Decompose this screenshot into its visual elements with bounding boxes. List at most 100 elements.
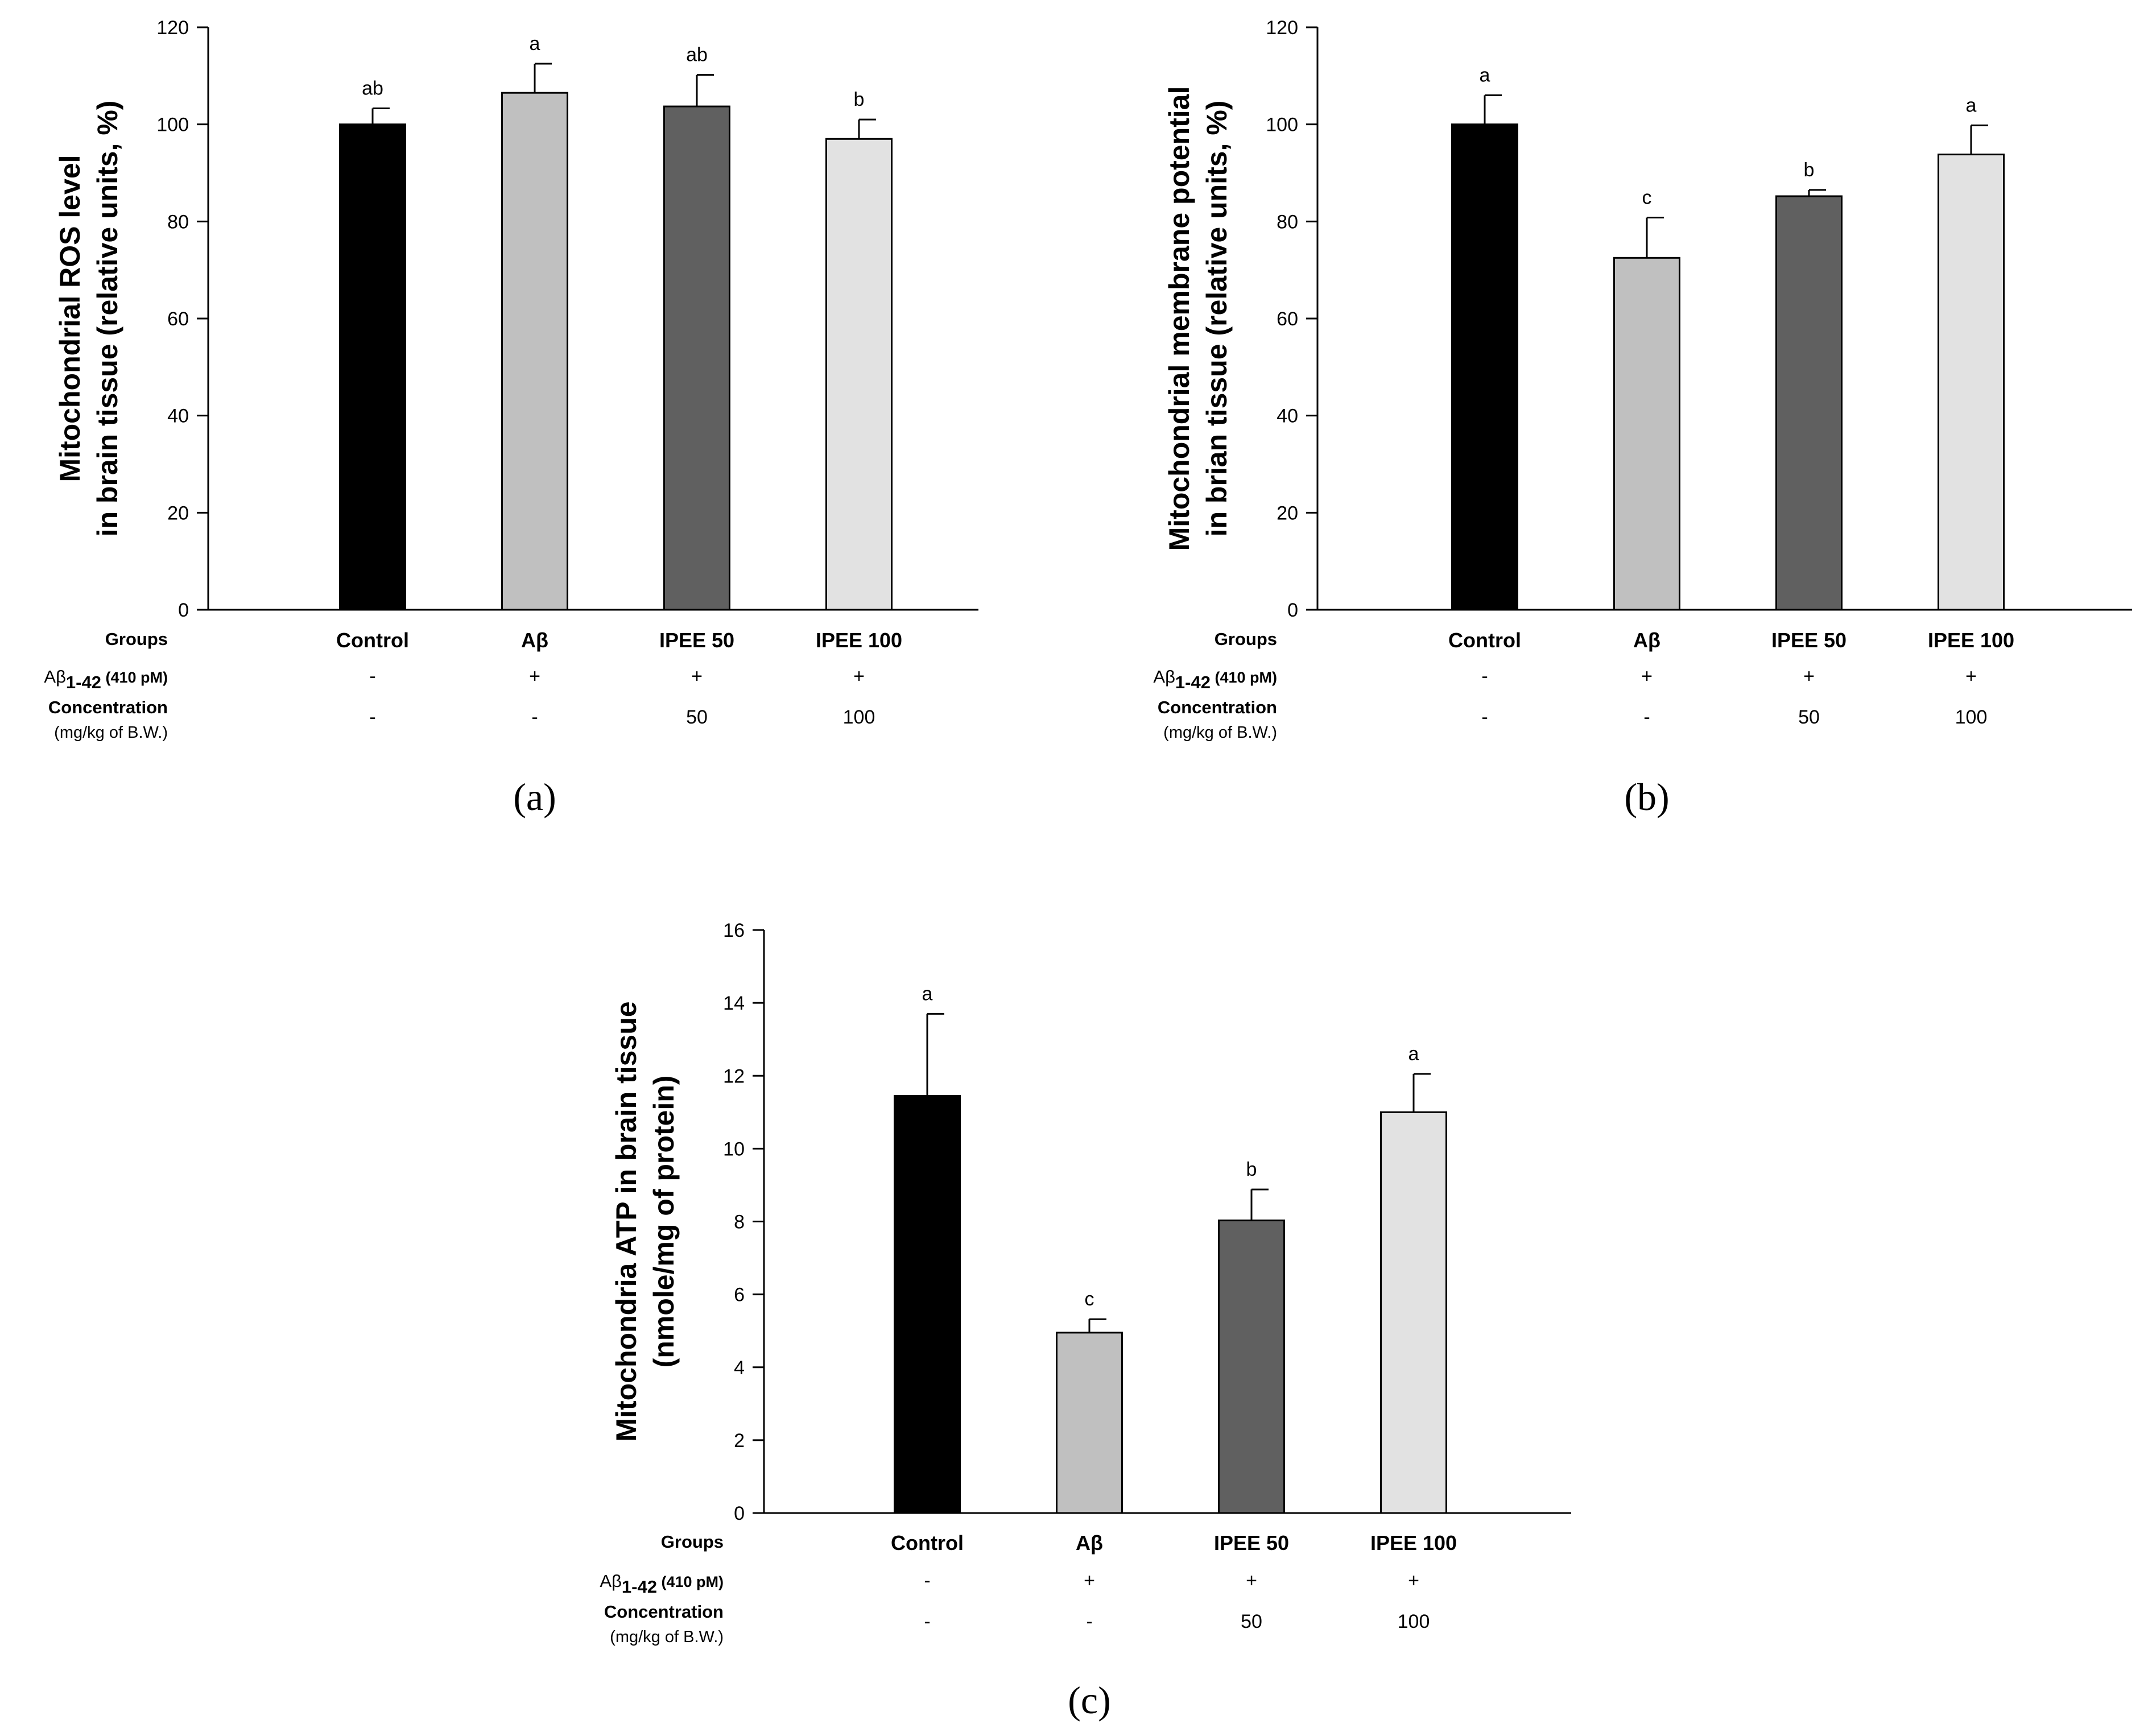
significance-label: c: [1085, 1288, 1094, 1310]
category-label: Aβ: [1633, 629, 1660, 652]
category-label: IPEE 50: [659, 629, 734, 652]
y-tick-label: 10: [723, 1138, 745, 1160]
category-label: Aβ: [521, 629, 548, 652]
concentration-value: -: [1481, 706, 1488, 728]
concentration-value: 50: [1798, 706, 1820, 728]
significance-label: b: [1246, 1159, 1257, 1180]
concentration-value: 50: [686, 706, 708, 728]
category-label: IPEE 50: [1214, 1531, 1289, 1555]
y-tick-label: 60: [1277, 308, 1298, 330]
significance-label: a: [530, 33, 540, 55]
category-label: Control: [336, 629, 409, 652]
y-tick-label: 4: [734, 1357, 745, 1379]
bar-ipee-50: [1775, 195, 1843, 611]
concentration-value: 100: [1955, 706, 1988, 728]
category-label: Control: [1448, 629, 1521, 652]
bar-ipee-50: [663, 105, 730, 611]
abeta-label-prefix: Aβ: [1153, 667, 1175, 687]
significance-label: a: [1480, 64, 1490, 86]
y-tick-label: 2: [734, 1430, 745, 1452]
abeta-row-label: Aβ1-42 (410 pM): [600, 1571, 724, 1597]
y-axis-label-line-2: (nmole/mg of protein): [648, 1076, 680, 1368]
category-label: IPEE 100: [1928, 629, 2014, 652]
abeta-value: +: [1641, 666, 1653, 687]
concentration-value: -: [369, 706, 375, 728]
y-tick-label: 40: [167, 406, 189, 427]
bar-ipee-50: [1218, 1220, 1285, 1514]
abeta-label-sub: 1-42: [1175, 672, 1211, 692]
concentration-row-label: Concentration: [1158, 697, 1277, 717]
chart-panel-b: 0 20 40 60 80 100 120 Mitochondrial membrane po…: [1153, 17, 2132, 819]
abeta-label-suffix: (410 pM): [657, 1573, 724, 1590]
y-axis-label: Mitochondria ATP in brain tissue (nmole/m…: [610, 1001, 680, 1441]
concentration-value: -: [1086, 1611, 1092, 1632]
chart-panel-a: 0 20 40 60 80 100 120 Mitochondrial ROS level in…: [44, 17, 978, 819]
concentration-value: 100: [1398, 1611, 1430, 1632]
abeta-value: +: [1803, 666, 1815, 687]
abeta-label-suffix: (410 pM): [1211, 669, 1277, 686]
significance-label: b: [854, 89, 865, 110]
y-axis-label-line-2: in brian tissue (relative units, %): [1201, 101, 1233, 537]
category-label: Control: [891, 1531, 964, 1555]
y-tick-label: 120: [1266, 17, 1298, 39]
groups-row-label: Groups: [105, 629, 168, 649]
significance-label: b: [1804, 159, 1815, 181]
bar-a-: [501, 92, 568, 611]
y-axis-label: Mitochondrial ROS level in brain tissue (…: [54, 101, 123, 537]
concentration-row-label: Concentration: [604, 1602, 724, 1622]
y-tick-label: 0: [1287, 600, 1298, 621]
y-axis-label-line-1: Mitochondrial ROS level: [54, 155, 86, 482]
abeta-label-sub: 1-42: [622, 1577, 657, 1597]
chart-panel-c: 0 2 4 6 8 10 12 14 16 Mitochondria ATP in brain t…: [600, 920, 1571, 1722]
abeta-value: +: [1408, 1570, 1419, 1592]
y-tick-label: 40: [1277, 406, 1298, 427]
abeta-label-suffix: (410 pM): [101, 669, 168, 686]
y-tick-label: 120: [156, 17, 189, 39]
concentration-value: -: [924, 1611, 930, 1632]
y-tick-label: 8: [734, 1212, 745, 1233]
category-label: IPEE 50: [1771, 629, 1847, 652]
bar-control: [1451, 123, 1518, 611]
significance-label: ab: [362, 78, 383, 100]
bar-ipee-100: [1938, 154, 2005, 611]
abeta-value: -: [369, 666, 375, 687]
abeta-value: +: [1246, 1570, 1257, 1592]
y-tick-label: 20: [167, 502, 189, 524]
y-tick-label: 100: [156, 114, 189, 136]
y-tick-label: 60: [167, 308, 189, 330]
abeta-value: -: [1481, 666, 1488, 687]
y-axis-label-line-2: in brain tissue (relative units, %): [92, 101, 123, 537]
concentration-value: -: [531, 706, 538, 728]
abeta-value: -: [924, 1570, 930, 1592]
bar-ipee-100: [825, 138, 893, 611]
y-tick-label: 80: [1277, 211, 1298, 233]
y-tick-label: 100: [1266, 114, 1298, 136]
concentration-value: 100: [843, 706, 875, 728]
abeta-value: +: [691, 666, 703, 687]
abeta-row-label: Aβ1-42 (410 pM): [1153, 667, 1277, 692]
category-label: Aβ: [1076, 1531, 1103, 1555]
significance-label: a: [1408, 1043, 1419, 1065]
concentration-unit-label: (mg/kg of B.W.): [54, 724, 168, 742]
y-axis-label-line-1: Mitochondria ATP in brain tissue: [610, 1001, 642, 1441]
abeta-value: +: [529, 666, 540, 687]
abeta-label-prefix: Aβ: [44, 667, 66, 687]
y-tick-label: 80: [167, 211, 189, 233]
y-axis-label: Mitochondrial membrane potential in brian…: [1163, 86, 1233, 551]
y-tick-label: 0: [178, 600, 189, 621]
panel-label: (a): [513, 775, 556, 819]
bar-control: [339, 123, 406, 611]
y-tick-label: 20: [1277, 502, 1298, 524]
panel-label: (c): [1068, 1679, 1110, 1722]
significance-label: a: [922, 983, 933, 1005]
y-tick-label: 6: [734, 1284, 745, 1306]
concentration-value: -: [1643, 706, 1650, 728]
abeta-label-prefix: Aβ: [600, 1571, 622, 1591]
significance-label: a: [1966, 94, 1977, 116]
significance-label: c: [1642, 187, 1652, 209]
significance-label: ab: [686, 44, 708, 66]
category-label: IPEE 100: [816, 629, 902, 652]
abeta-value: +: [1965, 666, 1977, 687]
bar-control: [894, 1094, 961, 1514]
